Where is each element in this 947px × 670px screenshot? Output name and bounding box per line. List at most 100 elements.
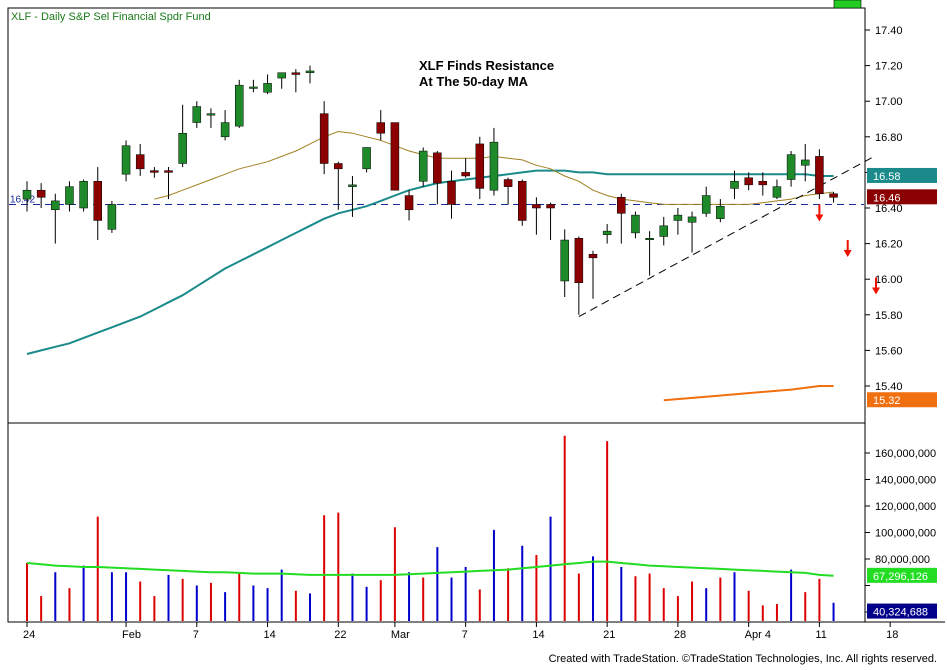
candle (503, 177, 513, 205)
price-tick-label: 17.20 (875, 61, 903, 73)
candle (475, 136, 485, 200)
footer-credit: Created with TradeStation. ©TradeStation… (549, 653, 937, 665)
price-tick-label: 17.40 (875, 25, 903, 37)
candle-body (716, 205, 725, 219)
candle (786, 151, 796, 187)
candle (730, 170, 739, 200)
price-tick-label: 15.40 (875, 381, 903, 393)
candle-body (461, 172, 470, 177)
candle-body (518, 181, 527, 221)
candle-body (220, 122, 230, 138)
time-tick-label: 7 (462, 629, 468, 641)
candle-body (93, 181, 102, 221)
axis-tag-label: 16.46 (873, 192, 901, 204)
candle (150, 167, 159, 178)
time-tick-label: 14 (532, 629, 544, 641)
candle (532, 197, 541, 235)
candle (93, 167, 102, 241)
header-interval: Daily (41, 11, 66, 23)
time-tick-label: Feb (122, 629, 141, 641)
annotation-line2: At The 50-day MA (419, 74, 529, 89)
volume-bars (26, 435, 835, 621)
header-symbol: XLF (11, 11, 31, 23)
candle-body (192, 106, 202, 123)
candle-body (22, 189, 32, 200)
down-arrow-icon (872, 277, 880, 295)
candle-body (546, 204, 555, 209)
candle-body (574, 238, 584, 284)
axis-tag-box (867, 392, 937, 408)
candle-body (206, 113, 216, 116)
time-tick-label: Apr 4 (745, 629, 771, 641)
ma200-line (663, 385, 834, 402)
ma50-line (26, 169, 834, 355)
candle-body (801, 159, 810, 166)
candle (701, 186, 711, 217)
candle-body (602, 230, 612, 235)
candle (588, 250, 598, 299)
candle (518, 179, 527, 226)
candle-body (235, 84, 244, 127)
chart-header: XLF - Daily S&P Sel Financial Spdr Fund (11, 11, 211, 23)
volume-tick-label: 120,000,000 (875, 501, 936, 513)
candle-body (631, 214, 640, 234)
candle-body (687, 216, 697, 223)
axis-tag-box (867, 167, 937, 183)
price-tick-label: 15.80 (875, 310, 903, 322)
candle-body (701, 195, 711, 214)
price-tag: 15.32 (867, 392, 937, 408)
candle-body (532, 204, 541, 209)
candle (348, 175, 357, 217)
time-tick-label: Mar (391, 629, 410, 641)
time-tick-label: 28 (674, 629, 686, 641)
candle (277, 72, 286, 89)
candle (79, 179, 88, 212)
volume-grid: 80,000,000 100,000,000 120,000,000 140,000,… (865, 448, 936, 613)
candle (305, 65, 315, 84)
down-arrow-icon (843, 240, 852, 258)
candle (418, 147, 428, 187)
volume-tick-label: 100,000,000 (875, 528, 936, 540)
volume-tag: 40,324,688 (867, 603, 937, 619)
candle-body (334, 163, 343, 170)
candle (192, 101, 202, 128)
candle-body (433, 152, 442, 184)
candle (447, 170, 456, 219)
candle (362, 147, 371, 173)
candle (673, 208, 683, 235)
candle-body (744, 177, 753, 186)
candle (263, 74, 272, 95)
candle (574, 236, 584, 315)
candle-body (645, 238, 654, 241)
candle-body (305, 70, 315, 73)
candle (744, 172, 753, 191)
candle (249, 79, 258, 93)
candle-body (503, 179, 513, 187)
price-tag: 16.58 (867, 167, 937, 183)
candle-body (489, 141, 499, 191)
volume-tick-label: 80,000,000 (875, 554, 930, 566)
time-tick-label: 22 (334, 629, 346, 641)
volume-tag: 67,296,126 (867, 567, 937, 583)
candle-body (65, 186, 74, 205)
axis-tag-box (867, 603, 937, 619)
arrow-head (843, 250, 852, 258)
candle-body (588, 254, 598, 259)
candle (489, 127, 499, 196)
candle (220, 110, 230, 141)
axis-tag-label: 15.32 (873, 395, 901, 407)
candle (235, 79, 244, 128)
candle (617, 193, 626, 244)
price-tag: 16.46 (867, 189, 937, 205)
candle (121, 140, 131, 182)
candle (829, 191, 838, 203)
candle (801, 143, 810, 182)
candle-body (475, 143, 485, 189)
candle-body (758, 181, 768, 186)
candle (334, 161, 343, 210)
price-tick-label: 17.00 (875, 96, 903, 108)
annotation-line1: XLF Finds Resistance (419, 58, 554, 73)
candle (404, 190, 414, 221)
candle-body (617, 197, 626, 214)
